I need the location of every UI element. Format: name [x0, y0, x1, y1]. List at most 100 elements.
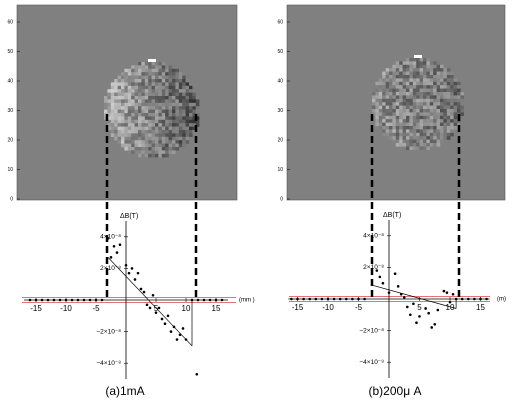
image-pixel: [141, 116, 145, 120]
image-pixel: [426, 78, 430, 82]
image-pixel: [395, 71, 400, 76]
x-tick-label: 15: [212, 304, 221, 313]
image-pixel: [151, 126, 156, 131]
image-pixel: [141, 72, 145, 76]
image-pixel: [412, 102, 417, 106]
image-pixel: [131, 65, 135, 69]
image-pixel: [124, 113, 128, 117]
image-pixel: [419, 146, 424, 150]
image-pixel: [392, 81, 396, 86]
image-pixel: [399, 98, 403, 103]
image-pixel: [158, 109, 162, 114]
image-pixel: [395, 122, 400, 127]
image-pixel: [406, 102, 410, 106]
image-pixel: [121, 119, 125, 124]
image-pixel: [423, 105, 427, 110]
image-pixel: [382, 85, 386, 89]
image-pixel: [446, 88, 451, 93]
image-pixel: [436, 129, 441, 133]
image-pixel: [433, 119, 437, 123]
image-pixel: [138, 140, 142, 144]
data-point: [139, 287, 143, 291]
image-pixel: [378, 85, 383, 89]
image-pixel: [161, 92, 166, 97]
image-pixel: [131, 75, 135, 80]
image-pixel: [155, 75, 159, 80]
image-pixel: [392, 88, 396, 93]
image-pixel: [178, 130, 183, 134]
image-pixel: [151, 143, 156, 148]
image-pixel: [161, 102, 166, 107]
image-pixel: [182, 102, 186, 107]
image-pixel: [158, 150, 162, 154]
image-pixel: [426, 132, 430, 137]
image-pixel: [389, 115, 393, 120]
image-pixel: [121, 82, 125, 86]
image-pixel: [134, 136, 139, 141]
image-pixel: [141, 62, 145, 66]
image-pixel: [385, 129, 390, 133]
image-pixel: [419, 92, 424, 96]
image-pixel: [433, 98, 437, 103]
image-pixel: [185, 119, 190, 124]
image-pixel: [141, 82, 145, 86]
image-pixel: [161, 123, 166, 127]
image-pixel: [124, 123, 128, 127]
image-pixel: [457, 98, 461, 103]
data-point: [424, 307, 427, 310]
image-pixel: [395, 115, 400, 120]
image-pixel: [155, 68, 159, 73]
image-pixel: [402, 126, 407, 130]
image-pixel: [175, 119, 179, 124]
image-pixel: [148, 75, 152, 80]
image-pixel: [161, 140, 166, 144]
image-pixel: [148, 143, 152, 148]
x-tick-label: -15: [30, 304, 42, 313]
image-pixel: [433, 136, 437, 140]
image-pixel: [446, 105, 451, 110]
image-pixel: [392, 98, 396, 103]
image-pixel: [144, 109, 149, 114]
image-pixel: [436, 102, 441, 106]
image-pixel: [453, 112, 458, 116]
image-pixel: [172, 106, 176, 110]
image-pixel: [450, 112, 454, 116]
data-point: [214, 298, 218, 302]
image-pixel: [175, 96, 179, 100]
image-pixel: [148, 109, 152, 114]
image-pixel: [395, 68, 400, 72]
image-pixel: [402, 95, 407, 99]
image-pixel: [412, 139, 417, 144]
image-pixel: [172, 143, 176, 148]
image-pixel: [114, 79, 118, 83]
image-pixel: [110, 89, 115, 93]
image-pixel: [436, 85, 441, 89]
image-pixel: [185, 102, 190, 107]
image-pixel: [175, 113, 179, 117]
image-pixel: [382, 105, 386, 110]
image-pixel: [409, 88, 413, 93]
data-point: [208, 298, 212, 302]
image-pixel: [178, 140, 183, 144]
image-pixel: [178, 116, 183, 120]
image-pixel: [426, 81, 430, 86]
image-pixel: [402, 136, 407, 140]
image-pixel: [138, 113, 142, 117]
image-pixel: [426, 129, 430, 133]
image-pixel: [144, 123, 149, 127]
image-pixel: [423, 61, 427, 65]
image-pixel: [178, 92, 183, 97]
x-axis-label: (m): [497, 297, 506, 303]
image-pixel: [429, 119, 434, 123]
image-pixel: [189, 126, 193, 131]
image-pixel: [141, 140, 145, 144]
image-pixel: [436, 132, 441, 137]
image-pixel: [385, 112, 390, 116]
image-pixel: [406, 109, 410, 113]
image-pixel: [395, 143, 400, 147]
image-pixel: [385, 81, 390, 86]
image-pixel: [144, 65, 149, 69]
image-pixel: [175, 133, 179, 137]
image-pixel: [182, 116, 186, 120]
image-pixel: [423, 129, 427, 133]
